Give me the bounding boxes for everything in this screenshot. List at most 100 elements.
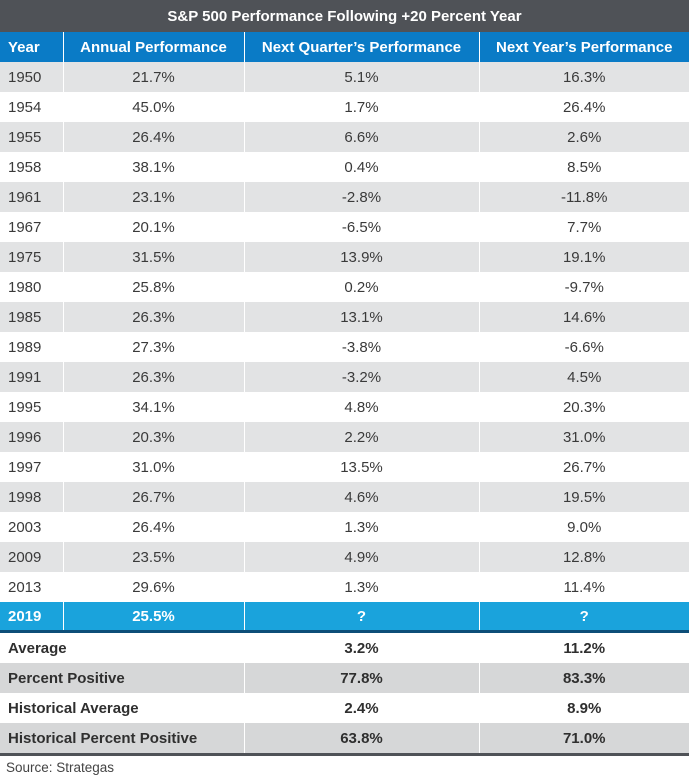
table-row: 1995 34.1% 4.8% 20.3%	[0, 392, 689, 422]
cell-next-year: ?	[479, 602, 689, 630]
cell-next-quarter: 13.1%	[244, 302, 480, 332]
cell-annual: 20.1%	[63, 212, 245, 242]
summary-label: Historical Percent Positive	[0, 723, 245, 753]
column-header-year: Year	[0, 32, 64, 62]
cell-year: 1954	[0, 92, 64, 122]
cell-next-quarter: 5.1%	[244, 62, 480, 92]
cell-next-quarter: 4.8%	[244, 392, 480, 422]
cell-year: 1980	[0, 272, 64, 302]
table-row: 1950 21.7% 5.1% 16.3%	[0, 62, 689, 92]
cell-year: 2009	[0, 542, 64, 572]
cell-year: 1967	[0, 212, 64, 242]
cell-next-quarter: -3.2%	[244, 362, 480, 392]
cell-next-year: 26.4%	[479, 92, 689, 122]
cell-next-quarter: -6.5%	[244, 212, 480, 242]
table-row: 1954 45.0% 1.7% 26.4%	[0, 92, 689, 122]
summary-row: Historical Average 2.4% 8.9%	[0, 693, 689, 723]
cell-next-year: 12.8%	[479, 542, 689, 572]
cell-next-year: 8.5%	[479, 152, 689, 182]
cell-annual: 38.1%	[63, 152, 245, 182]
table-row: 1985 26.3% 13.1% 14.6%	[0, 302, 689, 332]
cell-year: 2013	[0, 572, 64, 602]
table-row: 1980 25.8% 0.2% -9.7%	[0, 272, 689, 302]
cell-annual: 25.8%	[63, 272, 245, 302]
bottom-divider-line	[0, 753, 689, 756]
table-row: 1975 31.5% 13.9% 19.1%	[0, 242, 689, 272]
cell-next-year: 19.1%	[479, 242, 689, 272]
cell-year: 1998	[0, 482, 64, 512]
cell-next-year: 20.3%	[479, 392, 689, 422]
cell-annual: 21.7%	[63, 62, 245, 92]
table-row: 1967 20.1% -6.5% 7.7%	[0, 212, 689, 242]
summary-row: Average 3.2% 11.2%	[0, 633, 689, 663]
cell-annual: 23.1%	[63, 182, 245, 212]
cell-next-year: -9.7%	[479, 272, 689, 302]
cell-next-quarter: 1.7%	[244, 92, 480, 122]
cell-next-year: -11.8%	[479, 182, 689, 212]
cell-annual: 34.1%	[63, 392, 245, 422]
summary-next-year: 8.9%	[479, 693, 689, 723]
cell-next-quarter: 13.5%	[244, 452, 480, 482]
cell-annual: 20.3%	[63, 422, 245, 452]
cell-annual: 27.3%	[63, 332, 245, 362]
column-header-next-quarter: Next Quarter’s Performance	[244, 32, 480, 62]
table-row: 1955 26.4% 6.6% 2.6%	[0, 122, 689, 152]
cell-next-year: 7.7%	[479, 212, 689, 242]
table-row: 1961 23.1% -2.8% -11.8%	[0, 182, 689, 212]
table-row: 2009 23.5% 4.9% 12.8%	[0, 542, 689, 572]
cell-next-quarter: 2.2%	[244, 422, 480, 452]
column-header-next-year: Next Year’s Performance	[479, 32, 689, 62]
cell-year: 1989	[0, 332, 64, 362]
cell-year: 1997	[0, 452, 64, 482]
cell-annual: 29.6%	[63, 572, 245, 602]
cell-annual: 26.4%	[63, 512, 245, 542]
cell-annual: 26.7%	[63, 482, 245, 512]
summary-next-year: 71.0%	[479, 723, 689, 753]
summary-label: Historical Average	[0, 693, 245, 723]
cell-annual: 26.4%	[63, 122, 245, 152]
cell-year: 1995	[0, 392, 64, 422]
table-row: 1996 20.3% 2.2% 31.0%	[0, 422, 689, 452]
cell-annual: 45.0%	[63, 92, 245, 122]
cell-year: 1975	[0, 242, 64, 272]
cell-annual: 23.5%	[63, 542, 245, 572]
cell-year: 1950	[0, 62, 64, 92]
cell-next-quarter: 0.2%	[244, 272, 480, 302]
summary-next-quarter: 77.8%	[244, 663, 480, 693]
table-row: 2013 29.6% 1.3% 11.4%	[0, 572, 689, 602]
summary-label: Average	[0, 633, 245, 663]
table-row: 1991 26.3% -3.2% 4.5%	[0, 362, 689, 392]
cell-next-year: 31.0%	[479, 422, 689, 452]
cell-year: 1996	[0, 422, 64, 452]
summary-next-year: 83.3%	[479, 663, 689, 693]
source-note: Source: Strategas	[6, 760, 115, 775]
cell-annual: 31.0%	[63, 452, 245, 482]
cell-next-year: 11.4%	[479, 572, 689, 602]
cell-next-year: 16.3%	[479, 62, 689, 92]
cell-next-year: 4.5%	[479, 362, 689, 392]
performance-table: Year Annual Performance Next Quarter’s P…	[0, 32, 689, 756]
table-row: 1989 27.3% -3.8% -6.6%	[0, 332, 689, 362]
summary-row: Percent Positive 77.8% 83.3%	[0, 663, 689, 693]
cell-next-year: -6.6%	[479, 332, 689, 362]
cell-next-year: 19.5%	[479, 482, 689, 512]
cell-next-year: 9.0%	[479, 512, 689, 542]
cell-year: 1991	[0, 362, 64, 392]
summary-row: Historical Percent Positive 63.8% 71.0%	[0, 723, 689, 753]
summary-next-quarter: 2.4%	[244, 693, 480, 723]
divider	[0, 630, 689, 633]
bottom-divider	[0, 753, 689, 756]
cell-next-year: 2.6%	[479, 122, 689, 152]
column-header-annual: Annual Performance	[63, 32, 245, 62]
cell-next-quarter: 13.9%	[244, 242, 480, 272]
table-row: 1958 38.1% 0.4% 8.5%	[0, 152, 689, 182]
cell-next-quarter: ?	[244, 602, 480, 630]
header-row: Year Annual Performance Next Quarter’s P…	[0, 32, 689, 62]
cell-year: 1985	[0, 302, 64, 332]
cell-year: 1958	[0, 152, 64, 182]
table-row: 2003 26.4% 1.3% 9.0%	[0, 512, 689, 542]
cell-annual: 26.3%	[63, 362, 245, 392]
cell-next-year: 26.7%	[479, 452, 689, 482]
cell-annual: 25.5%	[63, 602, 245, 630]
